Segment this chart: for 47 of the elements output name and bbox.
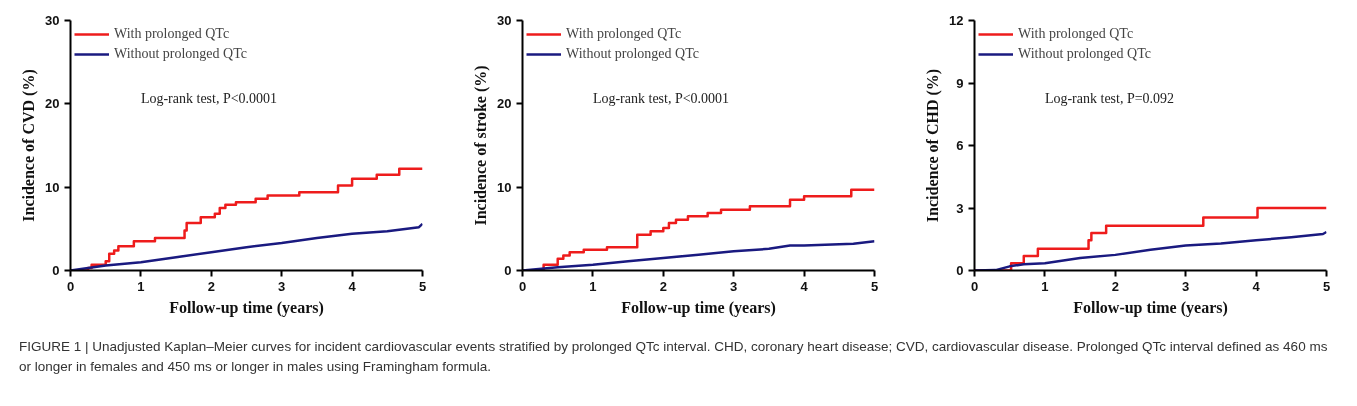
y-tick-label: 0 [956, 263, 964, 278]
x-tick-label: 2 [1111, 278, 1119, 294]
caption: FIGURE 1 | Unadjusted Kaplan–Meier curves for incident cardiovascular events stratified by prolonged QTc interval. CHD, coronary heart disease; CVD, cardiovascular disease. Prolonged QTc interval defined as 460 ms or longer in females and 450 ms or longer in males using Framingham formula. [19, 338, 1329, 377]
x-tick-label: 0 [970, 278, 979, 294]
x-tick-label: 1 [589, 278, 597, 294]
legend-label: Without prolonged QTc [1018, 46, 1151, 62]
y-tick-label: 9 [956, 75, 964, 91]
y-tick-label: 0 [52, 263, 60, 278]
x-axis-title: Follow-up time (years) [1073, 298, 1228, 317]
x-tick-label: 0 [66, 278, 75, 294]
y-tick-label: 20 [45, 96, 60, 112]
x-tick-label: 2 [659, 278, 667, 294]
y-tick-label: 10 [497, 179, 512, 195]
legend-label: With prolonged QTc [566, 26, 682, 42]
annotation: Log-rank test, P<0.0001 [592, 90, 730, 106]
y-tick-label: 3 [956, 200, 964, 216]
y-axis-title: Incidence of stroke (%) [472, 65, 491, 226]
y-tick-label: 30 [45, 13, 60, 28]
y-axis-title: Incidence of CHD (%) [924, 68, 943, 223]
y-tick-label: 12 [949, 13, 964, 28]
x-tick-label: 3 [278, 278, 286, 294]
x-tick-label: 4 [800, 278, 809, 294]
y-axis-title: Incidence of CVD (%) [20, 69, 39, 222]
x-tick-label: 1 [1041, 278, 1049, 294]
y-tick-label: 30 [497, 13, 512, 28]
x-tick-label: 0 [518, 278, 527, 294]
y-tick-label: 20 [497, 96, 512, 112]
legend-label: With prolonged QTc [114, 26, 230, 42]
y-tick-label: 0 [504, 263, 512, 278]
x-tick-label: 5 [870, 278, 879, 294]
x-tick-label: 4 [348, 278, 357, 294]
x-tick-label: 1 [137, 278, 145, 294]
legend-label: Without prolonged QTc [566, 46, 699, 62]
x-axis-title: Follow-up time (years) [169, 298, 324, 317]
x-tick-label: 3 [1182, 278, 1190, 294]
x-tick-label: 4 [1252, 278, 1261, 294]
y-tick-label: 10 [45, 179, 60, 195]
x-axis-title: Follow-up time (years) [621, 298, 776, 317]
x-tick-label: 3 [730, 278, 738, 294]
legend-label: With prolonged QTc [1018, 26, 1134, 42]
annotation: Log-rank test, P=0.092 [1044, 90, 1175, 106]
x-tick-label: 5 [1322, 278, 1331, 294]
x-tick-label: 5 [418, 278, 427, 294]
annotation: Log-rank test, P<0.0001 [140, 90, 278, 106]
y-tick-label: 6 [956, 138, 964, 153]
x-tick-label: 2 [207, 278, 215, 294]
legend-label: Without prolonged QTc [114, 46, 247, 62]
